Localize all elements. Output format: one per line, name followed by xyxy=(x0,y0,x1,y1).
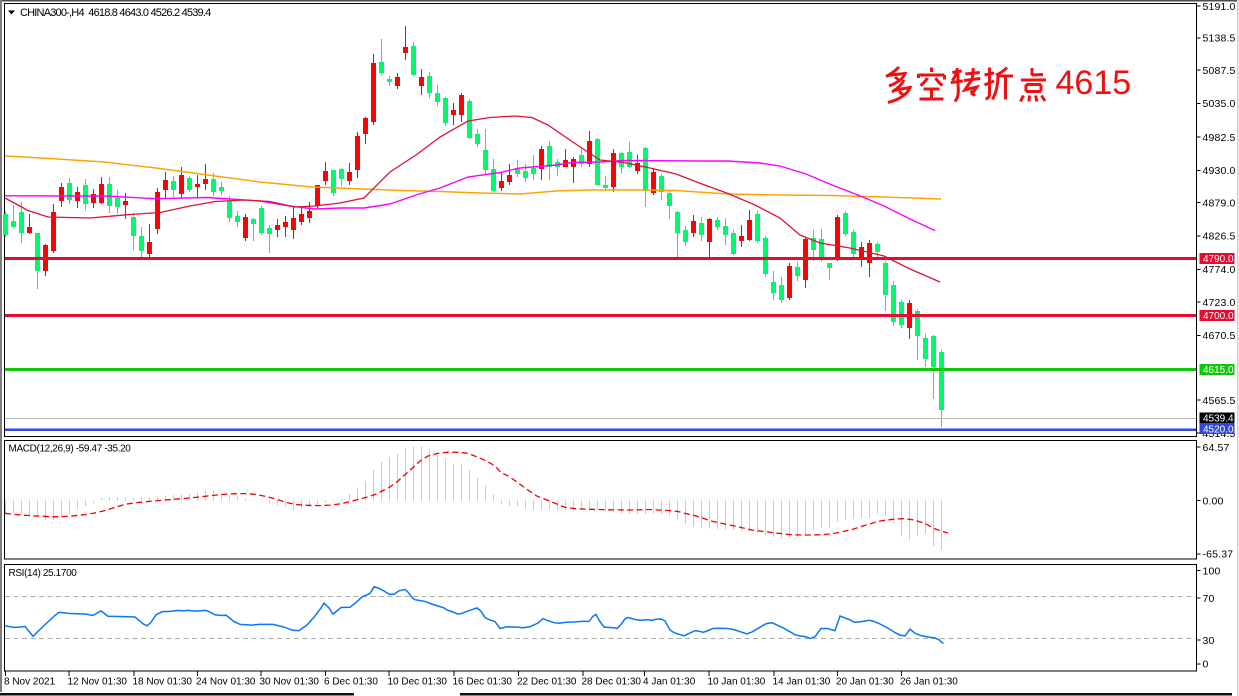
svg-text:4520.0: 4520.0 xyxy=(1203,424,1234,435)
svg-text:4879.0: 4879.0 xyxy=(1203,197,1236,209)
svg-text:10 Dec 01:30: 10 Dec 01:30 xyxy=(388,677,448,688)
svg-text:4615: 4615 xyxy=(1056,64,1132,102)
svg-text:MACD(12,26,9) -59.47 -35.20: MACD(12,26,9) -59.47 -35.20 xyxy=(9,444,132,455)
svg-text:64.57: 64.57 xyxy=(1203,442,1230,454)
svg-text:-65.37: -65.37 xyxy=(1203,549,1234,561)
svg-text:4826.5: 4826.5 xyxy=(1203,231,1236,243)
svg-text:4 Jan 01:30: 4 Jan 01:30 xyxy=(643,677,696,688)
svg-text:18 Nov 01:30: 18 Nov 01:30 xyxy=(133,677,193,688)
svg-text:26 Jan 01:30: 26 Jan 01:30 xyxy=(900,677,958,688)
svg-text:24 Nov 01:30: 24 Nov 01:30 xyxy=(196,677,256,688)
svg-text:8 Nov 2021: 8 Nov 2021 xyxy=(4,677,56,688)
svg-text:5138.5: 5138.5 xyxy=(1203,33,1236,45)
svg-text:CHINA300-,H4 4618.8 4643.0 45: CHINA300-,H4 4618.8 4643.0 4526.2 4539.4 xyxy=(20,7,211,19)
svg-text:16 Dec 01:30: 16 Dec 01:30 xyxy=(453,677,513,688)
svg-text:4700.0: 4700.0 xyxy=(1203,311,1234,322)
svg-text:5087.5: 5087.5 xyxy=(1203,65,1236,77)
svg-text:5035.0: 5035.0 xyxy=(1203,98,1236,110)
svg-text:12 Nov 01:30: 12 Nov 01:30 xyxy=(68,677,128,688)
svg-text:10 Jan 01:30: 10 Jan 01:30 xyxy=(708,677,766,688)
svg-text:4670.5: 4670.5 xyxy=(1203,330,1236,342)
svg-text:4930.0: 4930.0 xyxy=(1203,165,1236,177)
svg-text:4615.0: 4615.0 xyxy=(1203,365,1234,376)
svg-text:6 Dec 01:30: 6 Dec 01:30 xyxy=(324,677,378,688)
svg-text:0: 0 xyxy=(1203,659,1209,671)
svg-text:4723.0: 4723.0 xyxy=(1203,297,1236,309)
svg-text:RSI(14) 25.1700: RSI(14) 25.1700 xyxy=(9,568,78,579)
svg-text:22 Dec 01:30: 22 Dec 01:30 xyxy=(517,677,577,688)
svg-text:4539.4: 4539.4 xyxy=(1203,414,1234,425)
svg-text:4790.0: 4790.0 xyxy=(1203,254,1234,265)
svg-text:4982.5: 4982.5 xyxy=(1203,132,1236,144)
svg-text:5191.0: 5191.0 xyxy=(1203,1,1236,13)
svg-text:28 Dec 01:30: 28 Dec 01:30 xyxy=(582,677,642,688)
svg-text:30: 30 xyxy=(1203,635,1215,647)
svg-text:70: 70 xyxy=(1203,593,1215,605)
svg-text:0.00: 0.00 xyxy=(1203,495,1224,507)
svg-text:4565.5: 4565.5 xyxy=(1203,395,1236,407)
svg-text:20 Jan 01:30: 20 Jan 01:30 xyxy=(836,677,894,688)
svg-text:14 Jan 01:30: 14 Jan 01:30 xyxy=(773,677,831,688)
svg-text:100: 100 xyxy=(1203,565,1221,577)
svg-text:4774.0: 4774.0 xyxy=(1203,264,1236,276)
svg-text:30 Nov 01:30: 30 Nov 01:30 xyxy=(260,677,320,688)
